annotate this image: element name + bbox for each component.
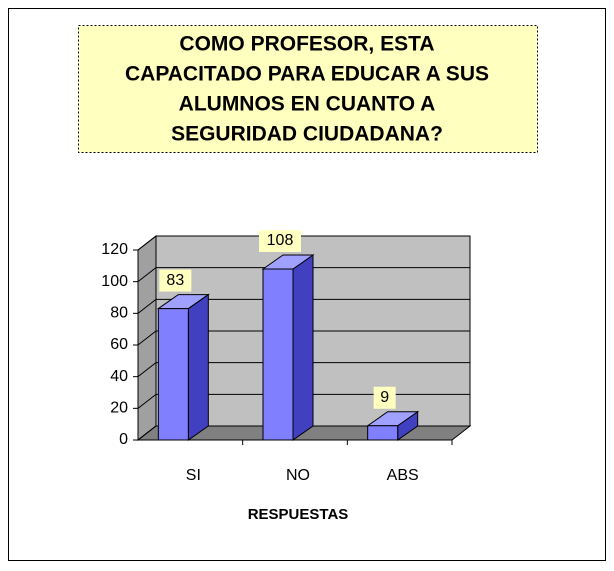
title-line: SEGURIDAD CIUDADANA? [171,123,443,146]
chart-title: COMO PROFESOR, ESTA CAPACITADO PARA EDUC… [125,33,489,146]
y-tick-label: 20 [110,400,128,417]
title-line: CAPACITADO PARA EDUCAR A SUS [125,63,489,86]
bar-front [157,308,189,441]
data-label-box [373,386,396,409]
grid-line [137,298,470,314]
title-line: ALUMNOS EN CUANTO A [179,93,436,116]
x-tick-label: ABS [387,467,419,484]
title-box [78,25,538,153]
bar [261,254,315,441]
y-tick-label: 40 [110,368,128,385]
bar-side [292,254,314,441]
x-tick-label: SI [186,467,201,484]
x-tick-label: NO [286,467,310,484]
y-tick-label: 0 [119,431,128,448]
y-tick-label: 100 [101,273,128,290]
grid-line [137,235,470,251]
bar-front [262,268,294,441]
bar-side [187,293,209,441]
bar [366,410,420,441]
x-axis-title: RESPUESTAS [248,506,349,523]
grid-line [137,362,470,378]
title-line: COMO PROFESOR, ESTA [179,33,434,56]
grid-line [137,425,470,441]
data-label-box [259,230,301,252]
grid-line [137,267,470,283]
grid-line [137,330,470,346]
y-tick-label: 60 [110,336,128,353]
y-tick-label: 80 [110,305,128,322]
bar [156,293,210,441]
y-tick-label: 120 [101,241,128,258]
grid-line [137,393,470,409]
data-label: 108 [267,232,294,249]
data-label: 83 [166,272,184,289]
data-label-box [159,269,192,292]
bar-front [367,425,399,441]
data-label: 9 [380,389,389,406]
